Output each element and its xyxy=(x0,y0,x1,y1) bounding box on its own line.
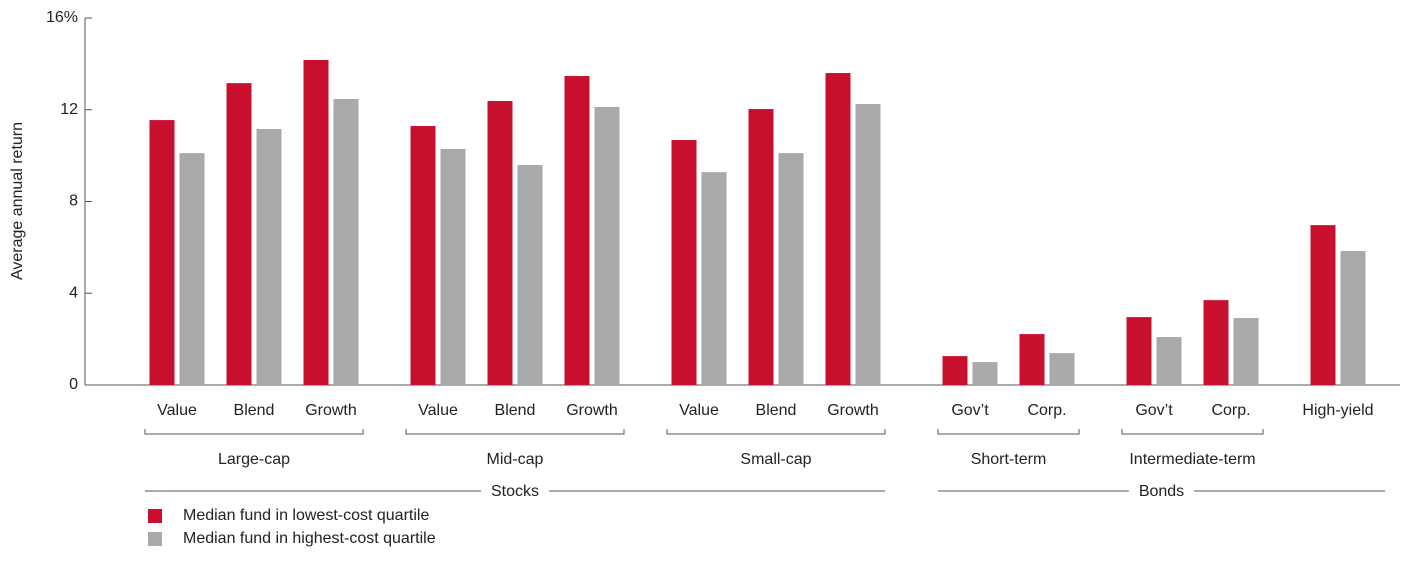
y-tick-label: 16% xyxy=(46,9,78,26)
bar xyxy=(855,104,881,385)
bar xyxy=(487,101,513,385)
bar xyxy=(1340,251,1366,385)
bar xyxy=(303,59,329,386)
bar xyxy=(1049,353,1075,385)
group-label: Small-cap xyxy=(740,451,811,468)
bar xyxy=(1126,317,1152,385)
x-tick-label: Blend xyxy=(234,402,275,419)
x-tick-label: Value xyxy=(418,402,458,419)
section-label: Stocks xyxy=(491,483,539,500)
bar xyxy=(410,126,436,386)
bar xyxy=(1156,337,1182,385)
y-tick-label: 4 xyxy=(69,284,78,301)
legend-swatch xyxy=(148,509,162,523)
bar xyxy=(1233,318,1259,385)
group-label: Mid-cap xyxy=(487,451,544,468)
legend-swatch xyxy=(148,532,162,546)
y-axis-label: Average annual return xyxy=(9,122,26,280)
group-bracket xyxy=(1121,429,1264,435)
bar xyxy=(701,172,727,385)
group-label: Intermediate-term xyxy=(1129,451,1255,468)
bar xyxy=(1310,225,1336,385)
y-tick-label: 8 xyxy=(69,193,78,210)
x-tick-label: Growth xyxy=(827,402,879,419)
x-tick-label: Growth xyxy=(566,402,618,419)
bar xyxy=(256,129,282,385)
bar xyxy=(333,98,359,386)
bar xyxy=(778,153,804,385)
x-tick-label: Value xyxy=(679,402,719,419)
bar xyxy=(748,109,774,385)
bar xyxy=(440,148,466,385)
x-tick-label: Gov’t xyxy=(951,402,989,419)
bar xyxy=(972,362,998,385)
bar xyxy=(942,356,968,385)
section-label: Bonds xyxy=(1139,483,1184,500)
bar xyxy=(1019,334,1045,385)
x-tick-label: Corp. xyxy=(1027,402,1066,419)
group-bracket xyxy=(666,429,886,435)
bar xyxy=(226,83,252,385)
bar xyxy=(564,76,590,386)
y-tick-label: 0 xyxy=(69,376,78,393)
legend-label: Median fund in highest-cost quartile xyxy=(183,530,436,547)
x-tick-label: Corp. xyxy=(1211,402,1250,419)
bar xyxy=(179,153,205,385)
x-tick-label: Gov’t xyxy=(1135,402,1173,419)
group-label: Large-cap xyxy=(218,451,290,468)
group-bracket xyxy=(937,429,1080,435)
group-label: Short-term xyxy=(971,451,1047,468)
bar xyxy=(594,106,620,385)
x-tick-label: Blend xyxy=(495,402,536,419)
bar xyxy=(517,165,543,385)
x-tick-label: Blend xyxy=(756,402,797,419)
x-tick-label: Growth xyxy=(305,402,357,419)
y-tick-label: 12 xyxy=(60,101,78,118)
legend-label: Median fund in lowest-cost quartile xyxy=(183,507,429,524)
x-tick-label: Value xyxy=(157,402,197,419)
bar xyxy=(1203,300,1229,385)
bar xyxy=(671,140,697,385)
group-bracket xyxy=(144,429,364,435)
bar xyxy=(825,73,851,386)
bar xyxy=(149,120,175,386)
x-tick-label: High-yield xyxy=(1302,402,1373,419)
group-bracket xyxy=(405,429,625,435)
